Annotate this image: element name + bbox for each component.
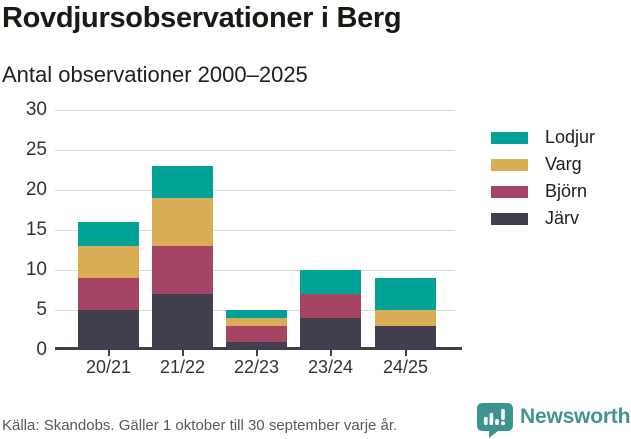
legend-label: Björn: [545, 181, 588, 201]
bar-segment-lodjur-2425: [375, 278, 436, 310]
bar-segment-jarv-2223: [226, 342, 287, 350]
legend-label: Lodjur: [545, 127, 596, 147]
legend-swatch-varg: [491, 158, 528, 171]
newsworthy-logo: Newsworthy: [476, 402, 631, 438]
y-axis-tick-label: 30: [25, 99, 47, 120]
y-axis-tick-label: 0: [36, 339, 47, 360]
y-axis-tick-label: 10: [25, 259, 47, 280]
legend-swatch-lodjur: [491, 131, 528, 144]
gridline-y30: [55, 110, 455, 111]
x-axis-tick-mark: [107, 350, 110, 356]
bar-chart-speech-bubble-icon: [477, 403, 513, 438]
x-axis-tick-mark: [329, 350, 332, 356]
bar-segment-jarv-2425: [375, 326, 436, 350]
bar-segment-jarv-2324: [300, 318, 361, 350]
x-axis-line: [55, 347, 462, 350]
gridline-y15: [55, 230, 455, 231]
x-axis-tick-mark: [255, 350, 258, 356]
bar-segment-varg-2425: [375, 310, 436, 326]
chart-subtitle: Antal observationer 2000–2025: [2, 62, 308, 87]
legend-item-lodjur: Lodjur: [491, 124, 595, 151]
bar-segment-jarv-2122: [152, 294, 213, 350]
bar-segment-bjorn-2021: [78, 278, 139, 310]
legend-label: Järv: [545, 208, 580, 228]
bar-segment-lodjur-2324: [300, 270, 361, 294]
y-axis-tick-label: 15: [25, 219, 47, 240]
page-title: Rovdjursobservationer i Berg: [2, 2, 402, 34]
x-axis-tick-label: 21/22: [159, 357, 206, 377]
legend-swatch-jarv: [491, 212, 528, 225]
gridline-y25: [55, 150, 455, 151]
newsworthy-wordmark: Newsworthy: [520, 405, 631, 428]
legend-swatch-bjorn: [491, 185, 528, 198]
bar-segment-lodjur-2122: [152, 166, 213, 198]
bar-segment-varg-2223: [226, 318, 287, 326]
x-axis-tick-mark: [404, 350, 407, 356]
x-axis-tick-label: 23/24: [307, 357, 354, 377]
x-axis-tick-mark: [181, 350, 184, 356]
y-axis-tick-label: 5: [36, 299, 47, 320]
bar-segment-lodjur-2021: [78, 222, 139, 246]
y-axis-tick-label: 25: [25, 139, 47, 160]
bar-segment-lodjur-2223: [226, 310, 287, 318]
legend-item-varg: Varg: [491, 151, 595, 178]
source-note: Källa: Skandobs. Gäller 1 oktober till 3…: [2, 417, 398, 434]
bar-segment-bjorn-2223: [226, 326, 287, 342]
x-axis-tick-label: 20/21: [85, 357, 132, 377]
bar-segment-bjorn-2324: [300, 294, 361, 318]
y-axis-tick-label: 20: [25, 179, 47, 200]
x-axis-tick-label: 24/25: [382, 357, 429, 377]
bar-segment-varg-2122: [152, 198, 213, 246]
gridline-y20: [55, 190, 455, 191]
legend-label: Varg: [545, 154, 582, 174]
legend-item-jarv: Järv: [491, 205, 595, 232]
gridline-y10: [55, 270, 455, 271]
legend: Lodjur Varg Björn Järv: [491, 124, 595, 232]
x-axis-tick-label: 22/23: [233, 357, 280, 377]
bar-segment-varg-2021: [78, 246, 139, 278]
bar-segment-jarv-2021: [78, 310, 139, 350]
bar-segment-bjorn-2122: [152, 246, 213, 294]
legend-item-bjorn: Björn: [491, 178, 595, 205]
